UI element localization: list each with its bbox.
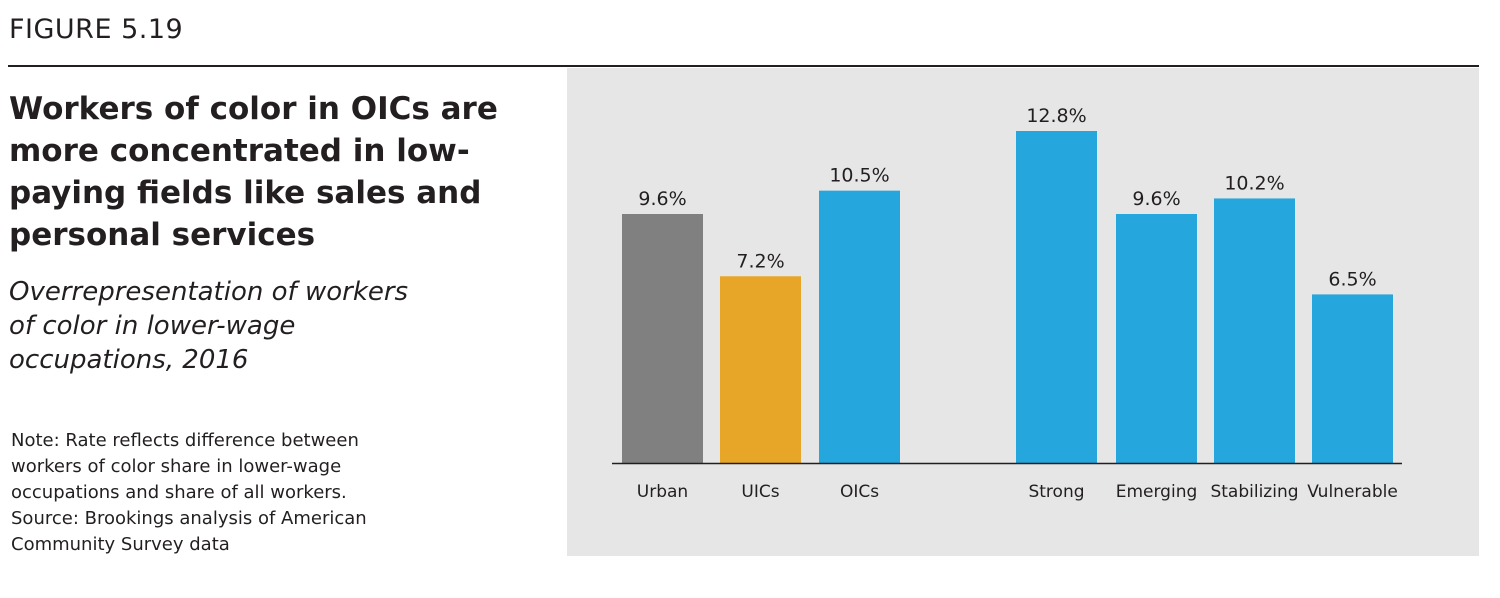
category-label: UICs [741, 482, 779, 502]
category-label: Strong [1028, 482, 1084, 502]
category-label: Emerging [1116, 482, 1198, 502]
data-label: 6.5% [1328, 268, 1376, 290]
figure-label: FIGURE 5.19 [9, 14, 184, 45]
note-text: Note: Rate reflects difference between w… [11, 430, 359, 503]
bar-oics [819, 190, 900, 463]
data-label: 10.5% [829, 165, 889, 187]
data-label: 7.2% [736, 250, 784, 272]
top-rule [8, 65, 1479, 67]
source-text: Source: Brookings analysis of American C… [11, 508, 367, 555]
bar-stabilizing [1214, 198, 1295, 463]
note-block: Note: Rate reflects difference between w… [11, 428, 431, 558]
category-label: Vulnerable [1307, 482, 1398, 502]
bar-vulnerable [1312, 294, 1393, 463]
bar-strong [1016, 131, 1097, 463]
bar-emerging [1116, 214, 1197, 463]
chart-subtitle: Overrepresentation of workers of color i… [9, 277, 409, 375]
data-label: 10.2% [1224, 172, 1284, 194]
chart-title: Workers of color in OICs are more concen… [9, 91, 498, 253]
category-label: Urban [637, 482, 688, 502]
bar-uics [720, 276, 801, 463]
bar-urban [622, 214, 703, 463]
category-label: OICs [840, 482, 879, 502]
data-label: 9.6% [1132, 188, 1180, 210]
data-label: 9.6% [638, 188, 686, 210]
category-label: Stabilizing [1210, 482, 1298, 502]
data-label: 12.8% [1026, 105, 1086, 127]
